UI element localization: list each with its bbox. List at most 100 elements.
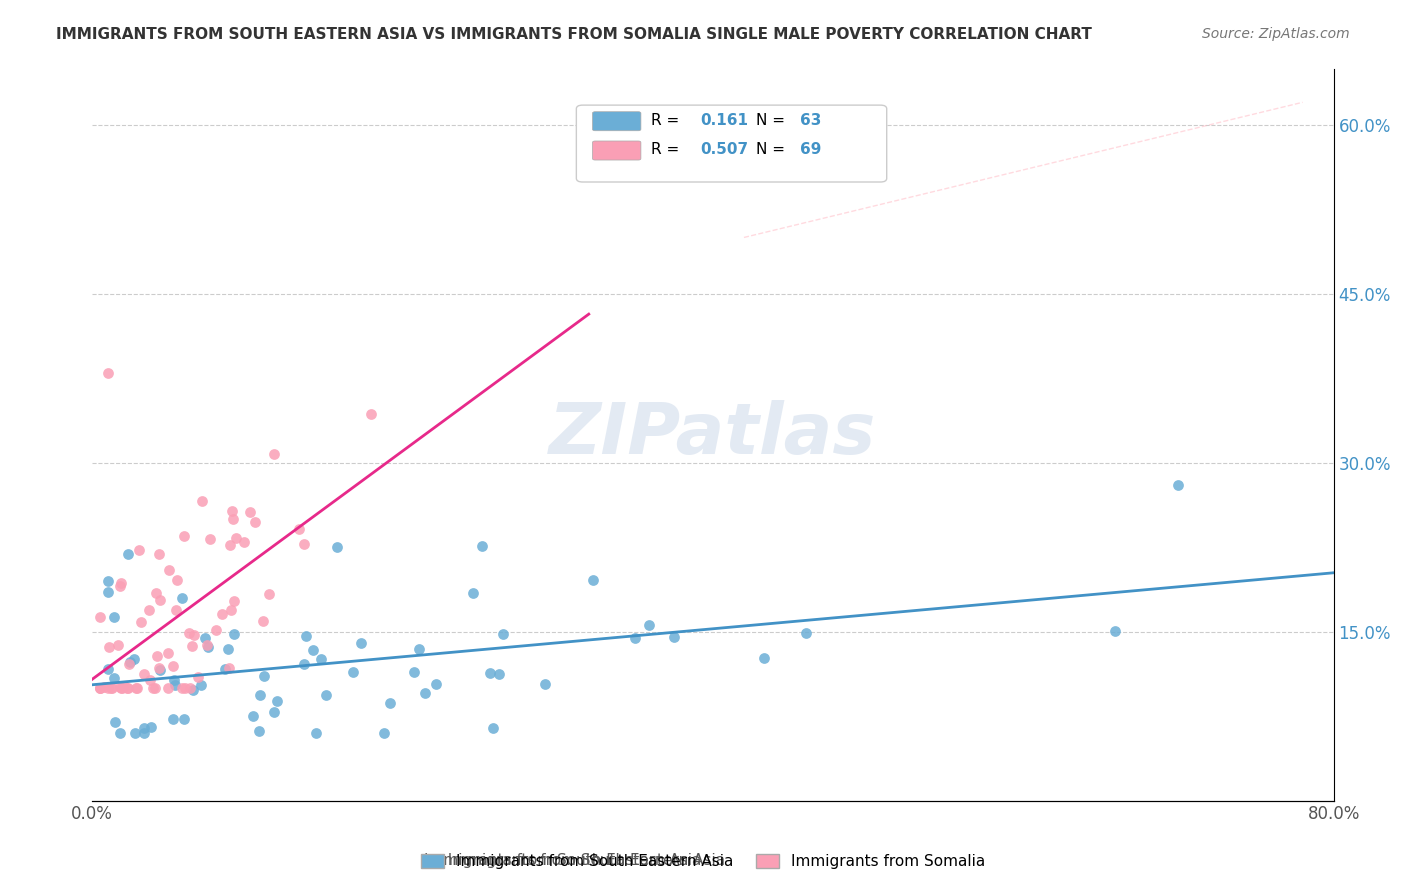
Point bbox=[108, 579, 131, 593]
Point bbox=[214, 662, 236, 676]
Text: 0.161: 0.161 bbox=[700, 113, 748, 128]
Point bbox=[145, 586, 167, 600]
Point bbox=[112, 679, 135, 693]
Point bbox=[138, 603, 160, 617]
Point bbox=[157, 646, 180, 660]
Point bbox=[110, 681, 132, 695]
Point bbox=[187, 670, 209, 684]
Point bbox=[232, 535, 254, 549]
Point bbox=[413, 685, 436, 699]
Point bbox=[89, 681, 111, 695]
Point bbox=[378, 696, 401, 710]
Point bbox=[425, 676, 447, 690]
Point bbox=[533, 677, 555, 691]
Point bbox=[360, 408, 382, 422]
Point bbox=[249, 688, 271, 702]
Point bbox=[148, 547, 170, 561]
Point bbox=[179, 681, 201, 695]
Point bbox=[132, 721, 155, 735]
Point bbox=[1104, 624, 1126, 639]
Point bbox=[302, 643, 325, 657]
Point bbox=[177, 626, 200, 640]
Point bbox=[165, 678, 187, 692]
Point bbox=[263, 447, 285, 461]
Point bbox=[200, 532, 222, 546]
Point bbox=[488, 667, 510, 681]
Point bbox=[146, 649, 169, 664]
Point bbox=[104, 715, 127, 730]
Point bbox=[662, 630, 685, 644]
Point bbox=[148, 661, 170, 675]
Point bbox=[294, 537, 316, 551]
Point bbox=[242, 709, 264, 723]
Text: Source: ZipAtlas.com: Source: ZipAtlas.com bbox=[1202, 27, 1350, 41]
Point bbox=[138, 673, 160, 688]
Legend: Immigrants from South Eastern Asia, Immigrants from Somalia: Immigrants from South Eastern Asia, Immi… bbox=[415, 848, 991, 875]
Point bbox=[492, 626, 515, 640]
Point bbox=[89, 681, 111, 695]
Point bbox=[471, 539, 494, 553]
Point bbox=[157, 563, 180, 577]
Point bbox=[225, 531, 247, 545]
Point bbox=[794, 626, 817, 640]
Point bbox=[132, 667, 155, 681]
Point bbox=[103, 609, 125, 624]
Point bbox=[350, 636, 373, 650]
Point bbox=[315, 688, 337, 702]
FancyBboxPatch shape bbox=[592, 141, 641, 160]
Point bbox=[1167, 478, 1189, 492]
Point bbox=[120, 655, 142, 669]
Point bbox=[97, 681, 120, 695]
Point bbox=[305, 726, 328, 740]
Point bbox=[97, 366, 120, 380]
Point bbox=[173, 712, 195, 726]
Point bbox=[638, 618, 661, 632]
Point bbox=[110, 726, 132, 740]
Point bbox=[243, 516, 266, 530]
FancyBboxPatch shape bbox=[576, 105, 887, 182]
Point bbox=[173, 529, 195, 543]
Point bbox=[204, 624, 226, 638]
Point bbox=[288, 522, 311, 536]
Point bbox=[183, 627, 205, 641]
Point bbox=[181, 682, 204, 697]
Point bbox=[252, 614, 274, 628]
Text: Immigrants from South Eastern Asia: Immigrants from South Eastern Asia bbox=[423, 854, 702, 868]
Point bbox=[754, 651, 776, 665]
Point bbox=[124, 726, 146, 740]
Point bbox=[257, 587, 280, 601]
Text: Immigrants from South Eastern Asia: Immigrants from South Eastern Asia bbox=[399, 854, 725, 868]
Point bbox=[224, 594, 246, 608]
Point bbox=[253, 669, 276, 683]
Point bbox=[247, 724, 270, 739]
Point bbox=[481, 721, 503, 735]
Point bbox=[408, 642, 430, 657]
Text: 63: 63 bbox=[800, 113, 821, 128]
Point bbox=[122, 652, 145, 666]
Point bbox=[624, 631, 647, 645]
Point bbox=[239, 505, 262, 519]
Point bbox=[582, 574, 605, 588]
Point bbox=[89, 681, 111, 695]
Point bbox=[373, 726, 395, 740]
Point bbox=[163, 673, 186, 687]
Point bbox=[311, 652, 333, 666]
Point bbox=[181, 639, 204, 653]
FancyBboxPatch shape bbox=[592, 112, 641, 131]
Text: 0.507: 0.507 bbox=[700, 143, 748, 157]
Point bbox=[118, 657, 141, 671]
Point bbox=[197, 640, 219, 654]
Point bbox=[107, 638, 129, 652]
Point bbox=[479, 666, 502, 681]
Point bbox=[194, 632, 217, 646]
Point bbox=[100, 681, 122, 695]
Point bbox=[402, 665, 425, 679]
Point bbox=[117, 681, 139, 695]
Point bbox=[461, 586, 484, 600]
Point bbox=[263, 705, 285, 719]
Text: IMMIGRANTS FROM SOUTH EASTERN ASIA VS IMMIGRANTS FROM SOMALIA SINGLE MALE POVERT: IMMIGRANTS FROM SOUTH EASTERN ASIA VS IM… bbox=[56, 27, 1092, 42]
Point bbox=[342, 665, 364, 679]
Point bbox=[190, 494, 212, 508]
Point bbox=[162, 712, 184, 726]
Point bbox=[170, 591, 193, 605]
